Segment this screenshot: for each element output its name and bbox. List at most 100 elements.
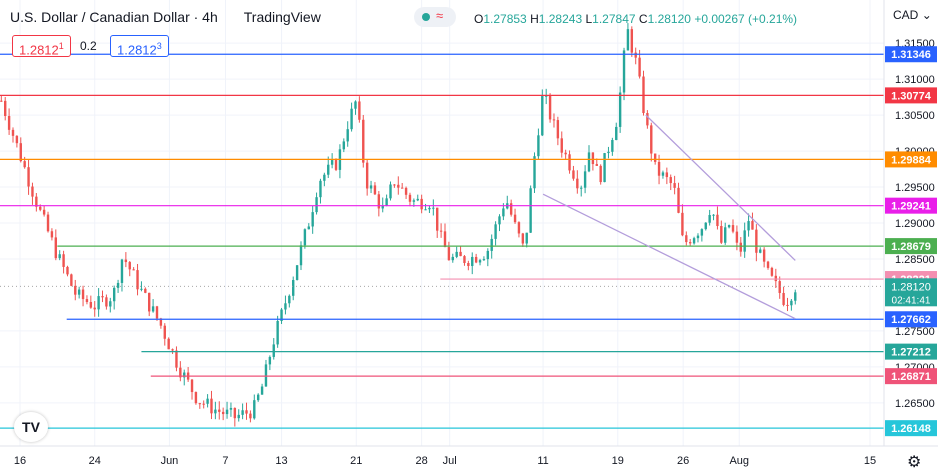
high-value: 1.28243 xyxy=(538,12,583,26)
candle-body xyxy=(447,247,451,261)
candle-body xyxy=(225,409,229,415)
buy-price-button[interactable]: 1.28123 xyxy=(110,35,169,57)
candle-body xyxy=(311,212,314,227)
candle-body xyxy=(474,256,478,263)
candle-body xyxy=(560,138,563,153)
candle-body xyxy=(630,29,634,53)
x-tick-label: 24 xyxy=(89,455,101,467)
candle-body xyxy=(249,413,252,419)
candle-body xyxy=(319,180,322,198)
candle-body xyxy=(700,229,704,236)
y-tick-label: 1.29500 xyxy=(895,182,935,194)
level-label-6: 1.27662 xyxy=(891,314,931,326)
y-tick-label: 1.27500 xyxy=(895,326,935,338)
candle-body xyxy=(595,164,598,166)
candle-body xyxy=(782,292,785,305)
currency-selector[interactable]: CAD ⌄ xyxy=(893,8,932,22)
x-tick-label: 21 xyxy=(350,455,362,467)
candle-body xyxy=(720,226,723,243)
candle-body xyxy=(334,160,338,170)
candle-body xyxy=(66,266,69,275)
candle-body xyxy=(766,261,770,268)
candle-body xyxy=(708,215,711,223)
candle-body xyxy=(4,100,7,117)
candle-body xyxy=(548,95,552,120)
candle-body xyxy=(478,260,482,263)
candle-body xyxy=(233,407,237,419)
candle-body xyxy=(132,269,135,271)
candle-body xyxy=(490,238,493,251)
chart-header: U.S. Dollar / Canadian Dollar · 4h Tradi… xyxy=(10,9,321,25)
x-tick-label: 7 xyxy=(222,455,228,467)
candle-body xyxy=(381,205,384,209)
sell-price: 1.2812 xyxy=(19,42,59,58)
candle-body xyxy=(342,141,346,150)
low-label: L xyxy=(585,12,593,26)
symbol-title[interactable]: U.S. Dollar / Canadian Dollar · 4h xyxy=(10,9,218,25)
candle-body xyxy=(393,184,396,186)
candle-body xyxy=(436,207,439,231)
wave-icon: ≈ xyxy=(436,8,444,23)
candle-body xyxy=(128,262,131,270)
candle-body xyxy=(54,237,58,259)
candle-body xyxy=(568,154,571,171)
candle-body xyxy=(194,392,198,404)
candle-body xyxy=(198,403,202,405)
candle-body xyxy=(109,301,112,307)
candle-body xyxy=(533,156,536,189)
candle-body xyxy=(330,160,334,165)
level-label-bg-8 xyxy=(885,368,937,385)
candle-body xyxy=(626,29,630,51)
candle-body xyxy=(716,214,719,227)
sell-price-button[interactable]: 1.28121 xyxy=(12,35,71,57)
candle-body xyxy=(416,198,419,201)
x-tick-label: 11 xyxy=(537,455,548,467)
candle-body xyxy=(221,411,225,415)
level-label-4: 1.28679 xyxy=(891,241,931,253)
candle-body xyxy=(502,208,505,217)
tradingview-logo-icon[interactable]: TV xyxy=(14,412,48,442)
market-status-pill[interactable]: ≈ xyxy=(414,7,456,27)
candle-body xyxy=(124,259,128,263)
level-label-7: 1.27212 xyxy=(891,347,931,359)
candle-body xyxy=(377,194,381,209)
candle-body xyxy=(724,227,727,243)
candle-body xyxy=(494,224,497,239)
candle-body xyxy=(762,249,766,262)
candle-body xyxy=(7,116,11,130)
candle-body xyxy=(661,172,665,176)
candle-body xyxy=(486,250,490,260)
x-tick-label: 13 xyxy=(275,455,287,467)
spread-value: 0.2 xyxy=(80,39,97,53)
candle-body xyxy=(471,256,474,266)
candle-body xyxy=(790,300,793,306)
candle-body xyxy=(618,92,622,127)
candle-body xyxy=(650,125,653,154)
candle-body xyxy=(206,398,209,404)
candle-body xyxy=(35,196,38,207)
candle-body xyxy=(365,162,369,189)
candle-body xyxy=(439,230,443,232)
candle-body xyxy=(696,235,700,239)
candle-body xyxy=(46,214,50,232)
candle-body xyxy=(167,338,170,350)
gear-icon[interactable]: ⚙ xyxy=(907,454,922,471)
trendline-0 xyxy=(645,114,796,261)
candle-body xyxy=(747,221,750,231)
y-tick-label: 1.29000 xyxy=(895,218,935,230)
candle-body xyxy=(272,344,275,357)
candle-body xyxy=(15,135,19,144)
candle-body xyxy=(214,409,217,414)
candle-body xyxy=(642,76,645,114)
candle-body xyxy=(323,174,326,181)
candle-body xyxy=(62,254,65,267)
candle-body xyxy=(163,325,166,339)
candle-body xyxy=(11,129,15,136)
candle-body xyxy=(525,232,528,244)
level-label-bg-2 xyxy=(885,151,937,168)
candle-body xyxy=(292,279,295,296)
candle-body xyxy=(183,372,186,378)
candle-body xyxy=(622,50,626,93)
level-label-bg-7 xyxy=(885,343,937,360)
